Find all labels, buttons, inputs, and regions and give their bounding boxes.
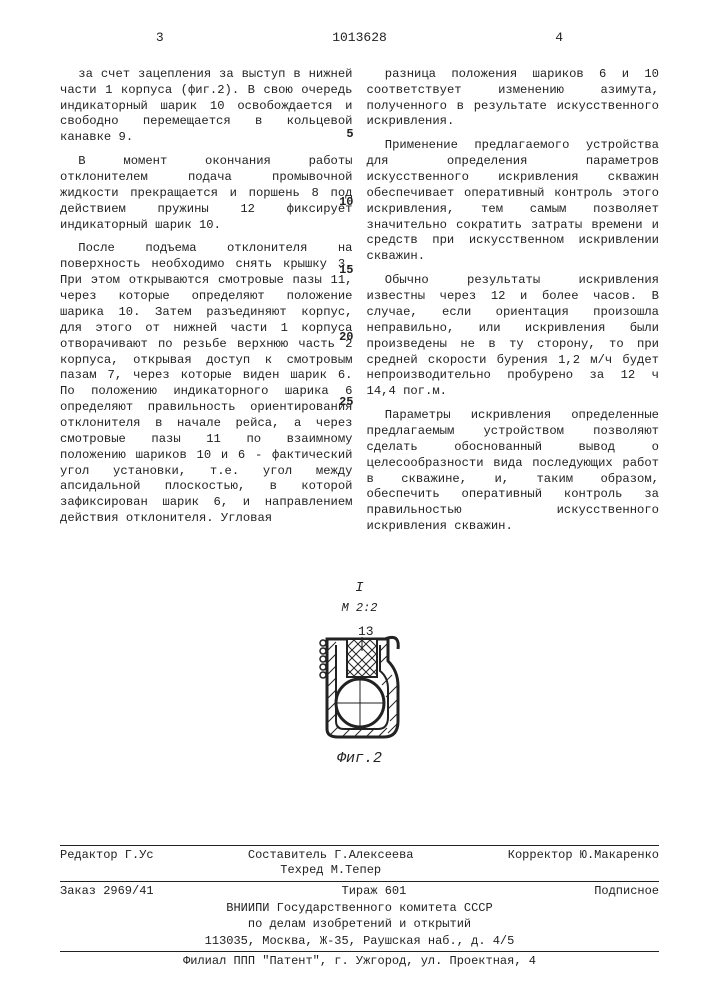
line-marker-15: 15: [339, 263, 353, 279]
text-columns: 5 10 15 20 25 за счет зацепления за выст…: [60, 67, 659, 543]
footer-inst3: 113035, Москва, Ж-35, Раушская наб., д. …: [60, 934, 659, 950]
footer-podpis: Подписное: [594, 884, 659, 900]
right-column: разница положения шариков 6 и 10 соответ…: [367, 67, 660, 543]
line-marker-10: 10: [339, 195, 353, 211]
footer-techred: Техред М.Тепер: [280, 863, 381, 877]
footer-filial: Филиал ППП "Патент", г. Ужгород, ул. Про…: [60, 954, 659, 970]
figure-scale: M 2:2: [60, 601, 659, 617]
footer-corrector: Корректор Ю.Макаренко: [508, 848, 659, 879]
page-num-left: 3: [60, 30, 260, 47]
figure-caption: Фиг.2: [60, 749, 659, 769]
footer-inst1: ВНИИПИ Государственного комитета СССР: [60, 901, 659, 917]
footer-inst2: по делам изобретений и открытий: [60, 917, 659, 933]
footer-compiler: Составитель Г.Алексеева: [248, 848, 414, 862]
left-p1: за счет зацепления за выступ в нижней ча…: [60, 67, 353, 146]
left-p2: В момент окончания работы отклонителем п…: [60, 154, 353, 233]
right-p1: разница положения шариков 6 и 10 соответ…: [367, 67, 660, 130]
right-p4: Параметры искривления определенные предл…: [367, 408, 660, 535]
footer-block: Редактор Г.Ус Составитель Г.Алексеева Те…: [60, 843, 659, 970]
figure-section-label: I: [60, 579, 659, 597]
right-p3: Обычно результаты искривления известны ч…: [367, 273, 660, 400]
line-marker-20: 20: [339, 330, 353, 346]
line-marker-25: 25: [339, 395, 353, 411]
page-num-right: 4: [459, 30, 659, 47]
footer-editor: Редактор Г.Ус: [60, 848, 154, 879]
figure-svg: 13: [300, 621, 420, 741]
figure-block: I M 2:2: [60, 579, 659, 768]
left-p3: После подъема отклонителя на поверхность…: [60, 241, 353, 526]
left-column: за счет зацепления за выступ в нижней ча…: [60, 67, 353, 543]
footer-order: Заказ 2969/41: [60, 884, 154, 900]
right-p2: Применение предлагаемого устройства для …: [367, 138, 660, 265]
document-number: 1013628: [260, 30, 460, 47]
figure-callout-13: 13: [358, 624, 374, 639]
line-marker-5: 5: [346, 127, 353, 143]
footer-tirage: Тираж 601: [342, 884, 407, 900]
